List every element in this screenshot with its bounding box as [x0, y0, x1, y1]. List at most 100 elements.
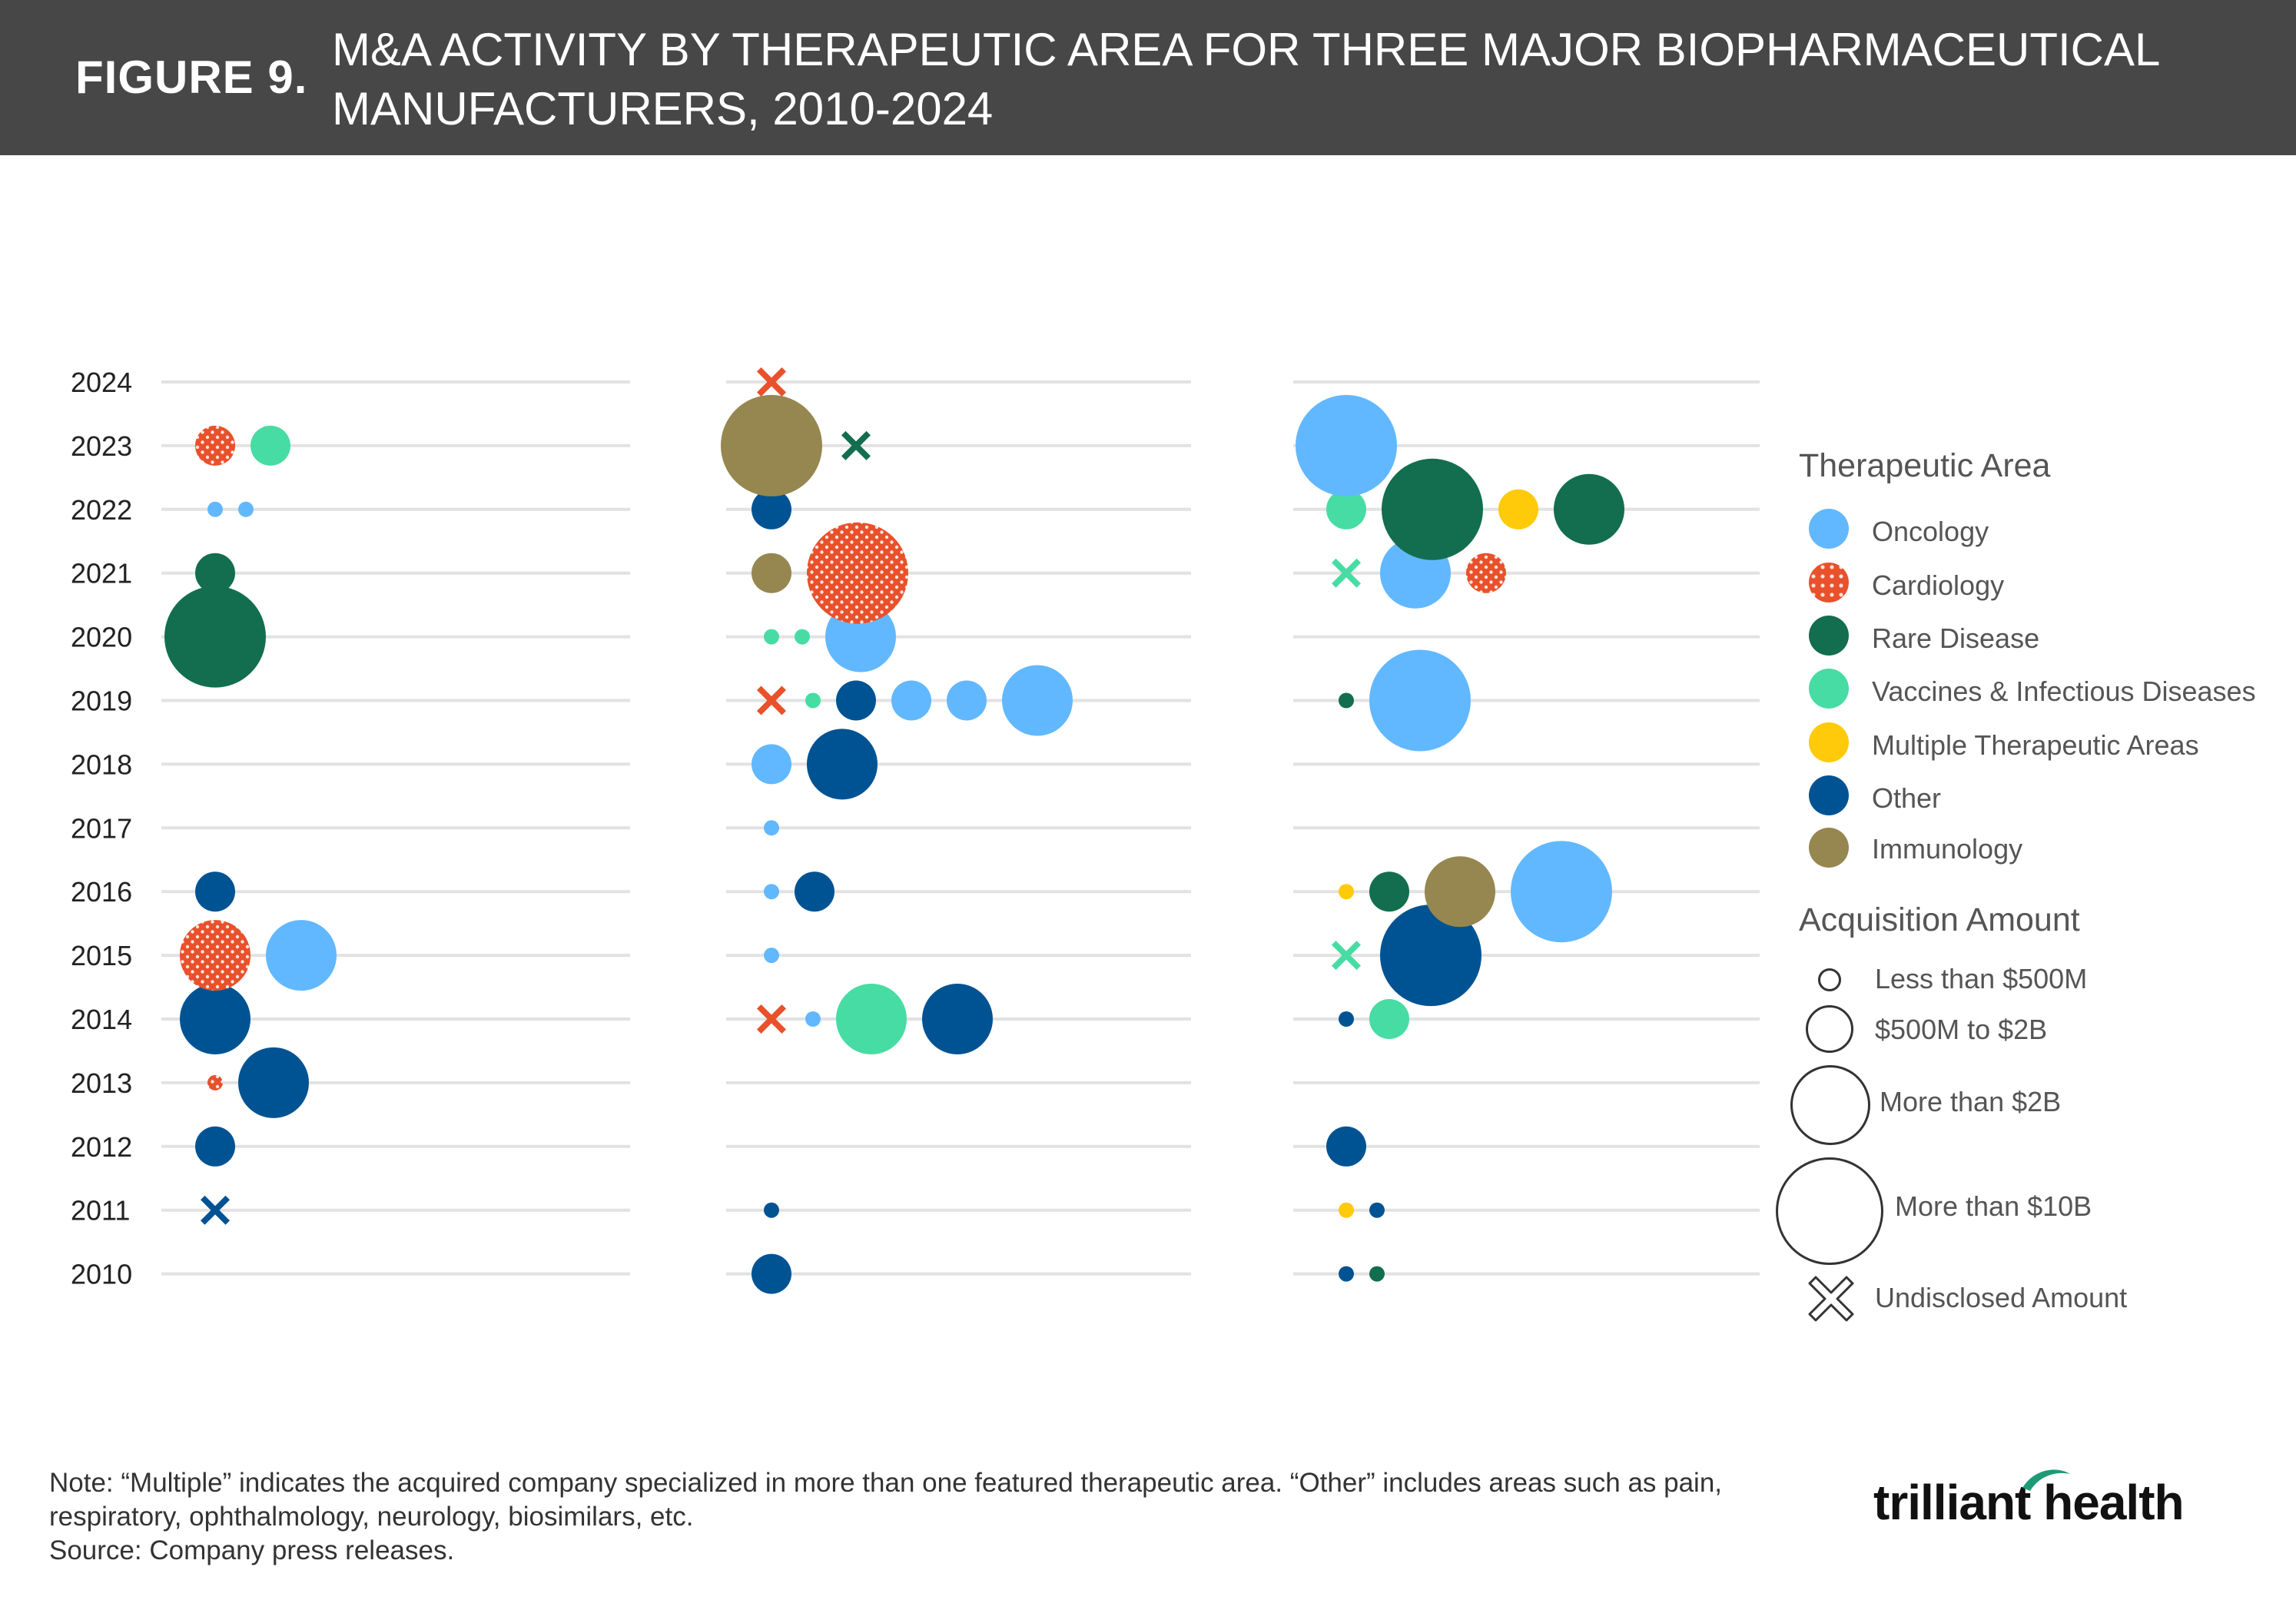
year-label-2012: 2012 [71, 1131, 132, 1163]
legend-label-multiple: Multiple Therapeutic Areas [1872, 729, 2199, 761]
year-label-2010: 2010 [71, 1259, 132, 1290]
deal-panel-3-2021-vaccines-and-infectious-diseases-1 [1332, 558, 1361, 588]
legend-swatch-vaccines [1809, 669, 1849, 709]
deal-panel-3-2022-rare-disease-4 [1554, 473, 1624, 545]
deal-panel-2-2014-oncology-2 [805, 1011, 821, 1027]
deal-panel-2-2014-cardiology-1 [757, 1004, 786, 1034]
deal-panel-3-2012-other-1 [1326, 1126, 1366, 1167]
deal-panel-3-2022-rare-disease-2 [1382, 458, 1483, 560]
deal-panel-2-2019-oncology-6 [1002, 665, 1073, 736]
deal-panel-3-2015-other-2 [1380, 905, 1481, 1007]
legend-label-vaccines: Vaccines & Infectious Diseases [1872, 676, 2256, 707]
deal-panel-2-2017-oncology-1 [764, 820, 779, 836]
year-label-2021: 2021 [71, 558, 132, 589]
deal-panel-3-2010-other-1 [1339, 1266, 1354, 1282]
figure-title-line-1: M&A ACTIVITY BY THERAPEUTIC AREA FOR THR… [332, 24, 2161, 75]
deal-panel-1-2015-oncology-2 [266, 920, 337, 991]
legend-swatch-other [1809, 775, 1849, 815]
deal-panel-3-2016-immunology-3 [1425, 856, 1495, 928]
deal-panel-1-2013-other-2 [238, 1047, 309, 1118]
deal-panel-2-2020-vaccines-and-infectious-diseases-1 [764, 629, 779, 645]
size-key-less-than-500m [1818, 968, 1841, 991]
deal-panel-2-2011-other-1 [764, 1202, 779, 1218]
deal-panel-3-2023-oncology-1 [1296, 394, 1397, 496]
deal-panel-1-2022-oncology-1 [207, 501, 223, 517]
source-line: Source: Company press releases. [49, 1535, 455, 1565]
deal-panel-3-2019-rare-disease-1 [1339, 692, 1354, 709]
deal-panel-3-2014-other-1 [1339, 1011, 1354, 1027]
deal-panel-3-2010-rare-disease-2 [1369, 1266, 1385, 1282]
deal-panel-3-2022-vaccines-and-infectious-diseases-1 [1326, 489, 1366, 529]
year-label-2024: 2024 [71, 367, 132, 398]
year-label-2018: 2018 [71, 749, 132, 780]
footnotes: Note: “Multiple” indicates the acquired … [49, 1466, 1847, 1568]
year-label-2022: 2022 [71, 494, 132, 526]
deal-panel-1-2023-vaccines-and-infectious-diseases-2 [251, 425, 290, 466]
size-key-500m-to-2b [1806, 1005, 1853, 1053]
year-label-2017: 2017 [71, 812, 132, 844]
deal-panel-2-2024-cardiology-1 [757, 367, 786, 397]
deal-panel-1-2012-other-1 [195, 1126, 235, 1167]
deal-panel-3-2016-multiple-therapeutic-areas-1 [1339, 884, 1354, 900]
size-key-label-undisclosed: Undisclosed Amount [1875, 1282, 2128, 1313]
deal-panel-1-2016-other-1 [195, 871, 235, 912]
year-label-2023: 2023 [71, 430, 132, 462]
deal-panel-3-2015-vaccines-and-infectious-diseases-1 [1332, 941, 1361, 971]
figure-title: M&A ACTIVITY BY THERAPEUTIC AREA FOR THR… [332, 20, 2253, 138]
figure-title-line-2: MANUFACTURERS, 2010-2024 [332, 83, 994, 134]
deal-panel-2-2010-other-1 [752, 1253, 791, 1294]
year-label-2014: 2014 [71, 1004, 132, 1035]
deal-panel-2-2021-immunology-1 [752, 553, 791, 593]
legend-label-rare-disease: Rare Disease [1872, 622, 2040, 654]
size-key-more-than-2b [1790, 1065, 1870, 1145]
year-label-2020: 2020 [71, 622, 132, 653]
legend-swatch-rare-disease [1809, 616, 1849, 656]
legend-label-cardiology: Cardiology [1872, 569, 2005, 601]
deal-panel-2-2014-vaccines-and-infectious-diseases-3 [836, 984, 907, 1054]
deal-panel-3-2021-cardiology-3 [1466, 553, 1506, 593]
figure-header: FIGURE 9. M&A ACTIVITY BY THERAPEUTIC AR… [0, 0, 2296, 155]
deal-panel-1-2021-rare-disease-1 [195, 553, 235, 593]
deal-panel-2-2018-other-2 [807, 729, 878, 800]
legend-amount-heading: Acquisition Amount [1799, 901, 2080, 938]
deal-panel-1-2015-cardiology-1 [180, 920, 251, 991]
deal-panel-3-2022-multiple-therapeutic-areas-3 [1498, 489, 1538, 529]
note-line-1: Note: “Multiple” indicates the acquired … [49, 1468, 1723, 1498]
deal-panel-3-2019-oncology-2 [1369, 649, 1471, 752]
deal-panel-2-2023-rare-disease-2 [841, 430, 871, 460]
deal-panel-2-2014-other-4 [922, 984, 993, 1054]
size-key-label-less-than-500m: Less than $500M [1875, 963, 2088, 994]
deal-panel-1-2023-cardiology-1 [195, 425, 235, 466]
legend-swatch-cardiology [1809, 563, 1849, 603]
deal-panel-1-2013-cardiology-1 [207, 1074, 223, 1091]
note-line-2: respiratory, ophthalmology, neurology, b… [49, 1502, 694, 1532]
size-key-label-more-than-10b: More than $10B [1895, 1190, 2092, 1222]
size-key-more-than-10b [1776, 1157, 1883, 1265]
deal-panel-2-2019-other-3 [836, 680, 876, 721]
deal-panel-1-2020-rare-disease-1 [164, 586, 266, 688]
legend-label-oncology: Oncology [1872, 516, 1989, 547]
deal-panel-2-2023-immunology-1 [721, 394, 822, 496]
legend-label-other: Other [1872, 782, 1942, 814]
deal-panel-2-2022-other-1 [752, 489, 791, 529]
deal-panel-2-2016-other-2 [795, 871, 834, 912]
year-label-2013: 2013 [71, 1067, 132, 1099]
size-key-label-more-than-2b: More than $2B [1880, 1086, 2062, 1117]
deal-panel-2-2018-oncology-1 [752, 744, 791, 785]
deal-panel-2-2019-oncology-5 [947, 680, 987, 721]
year-axis-labels: 2024 2023 2022 2021 2020 2019 2018 2017 2016 2015… [71, 367, 132, 1290]
legend-swatch-immunology [1809, 828, 1849, 868]
deal-panel-3-2014-vaccines-and-infectious-diseases-2 [1369, 999, 1409, 1039]
year-label-2015: 2015 [71, 940, 132, 971]
legend-area-heading: Therapeutic Area [1799, 447, 2051, 484]
deal-panel-2-2020-vaccines-and-infectious-diseases-2 [795, 629, 810, 645]
year-label-2019: 2019 [71, 686, 132, 717]
logo-swoosh-icon [2022, 1469, 2070, 1491]
undisclosed-cross-icon [1808, 1276, 1854, 1322]
figure-number: FIGURE 9. [75, 51, 308, 103]
legend-swatch-oncology [1809, 509, 1849, 549]
deal-panel-2-2015-oncology-1 [764, 948, 779, 964]
deal-panel-3-2016-rare-disease-2 [1369, 871, 1409, 912]
